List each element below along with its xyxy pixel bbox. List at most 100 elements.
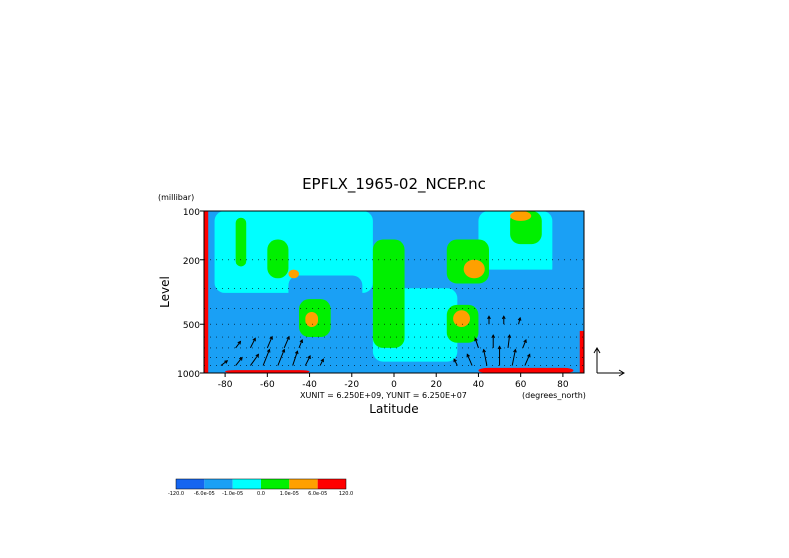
flux-vector-head	[266, 348, 271, 353]
plot-area	[204, 211, 584, 373]
flux-vector-head	[269, 335, 273, 340]
flux-vector-head	[507, 334, 512, 339]
flux-vector	[262, 349, 270, 366]
flux-vector-head	[491, 334, 496, 338]
flux-vector	[235, 341, 241, 349]
flux-vector-head	[281, 348, 286, 353]
flux-vector-head	[224, 360, 229, 364]
flux-vector-head	[523, 338, 527, 343]
flux-vector	[524, 354, 531, 366]
x-tick-label: 60	[515, 380, 527, 390]
flux-vector-head	[453, 358, 457, 363]
x-tick-label: 80	[557, 380, 569, 390]
flux-vector	[522, 339, 527, 349]
y-tick-label: 1000	[177, 370, 200, 380]
colorbar-frame	[175, 478, 347, 490]
flux-vector	[511, 349, 516, 366]
x-tick-label: -80	[218, 380, 233, 390]
colorbar-swatch	[289, 479, 318, 489]
field-region	[288, 269, 299, 279]
y-tick-label: 500	[183, 321, 200, 331]
flux-vector-head	[517, 316, 522, 321]
flux-vector	[518, 317, 521, 325]
flux-vector-head	[294, 350, 299, 355]
colorbar-label: 0.0	[257, 491, 265, 497]
field-region	[478, 269, 580, 373]
vector-reference-key	[593, 347, 625, 377]
y-tick-label: 200	[183, 257, 200, 267]
field-region	[204, 211, 209, 373]
flux-vector	[250, 354, 259, 366]
colorbar-swatch	[232, 479, 261, 489]
flux-vector	[266, 336, 273, 349]
flux-vector	[283, 336, 290, 349]
flux-vector	[474, 338, 479, 349]
flux-vector-head	[466, 353, 470, 358]
flux-vector	[220, 360, 228, 366]
flux-vector-head	[239, 356, 243, 361]
colorbar-swatch	[317, 479, 346, 489]
x-tick-label: 20	[430, 380, 442, 390]
flux-vector	[292, 351, 298, 366]
flux-vector-head	[237, 340, 242, 345]
flux-vector	[483, 349, 488, 366]
x-tick-label: 40	[473, 380, 485, 390]
chart-title: EPFLX_1965-02_NCEP.nc	[302, 175, 486, 194]
flux-vector-head	[286, 335, 290, 340]
colorbar: -120.0 -6.0e-05 -1.0e-05 0.0 1.0e-05 6.0e-05 1…	[168, 478, 353, 497]
colorbar-label: -1.0e-05	[222, 491, 243, 497]
x-tick-label: -60	[260, 380, 275, 390]
flux-vector-head	[307, 355, 311, 360]
flux-vector	[453, 358, 458, 366]
colorbar-swatch	[176, 479, 205, 489]
flux-vector-head	[501, 315, 506, 320]
field-region	[235, 217, 247, 267]
reference-vector-vertical-head	[593, 347, 601, 354]
x-tick-label: -20	[344, 380, 359, 390]
flux-vector	[235, 357, 243, 366]
flux-vector	[466, 354, 473, 366]
flux-vector	[298, 339, 303, 349]
colorbar-label: -6.0e-05	[194, 491, 215, 497]
flux-vector-head	[255, 353, 260, 358]
flux-vector-head	[320, 358, 324, 363]
field-region	[478, 367, 574, 373]
x-tick-label: -40	[302, 380, 317, 390]
flux-vector-head	[482, 348, 486, 353]
flux-vector	[319, 358, 324, 366]
flux-vector	[249, 338, 256, 349]
field-region	[372, 239, 405, 348]
x-axis-label: Latitude	[369, 402, 418, 416]
colorbar-swatch	[204, 479, 233, 489]
y-axis-label: Level	[158, 276, 172, 308]
flux-vector	[277, 349, 285, 366]
flux-vector-head	[474, 337, 478, 342]
flux-vector	[507, 335, 511, 348]
colorbar-label: 1.0e-05	[280, 491, 299, 497]
field-region	[579, 330, 584, 373]
vector-scale-label: XUNIT = 6.250E+09, YUNIT = 6.250E+07	[300, 391, 467, 400]
field-region	[453, 310, 470, 327]
colorbar-label: 120.0	[339, 491, 353, 497]
field-region	[463, 259, 485, 279]
colorbar-label: -120.0	[168, 491, 184, 497]
field-region	[214, 211, 373, 293]
flux-vector-head	[299, 338, 304, 343]
colorbar-swatch	[261, 479, 290, 489]
reference-vector-horizontal-head	[618, 369, 625, 377]
colorbar-label: 6.0e-05	[308, 491, 327, 497]
field-region	[510, 211, 532, 221]
flux-vector	[304, 355, 311, 366]
field-region	[267, 239, 289, 279]
flux-vector-head	[252, 337, 256, 342]
field-region	[305, 311, 318, 327]
flux-vector-head	[527, 353, 531, 358]
x-tick-label: 0	[391, 380, 397, 390]
flux-vector-head	[513, 348, 517, 353]
flux-vector-head	[497, 345, 502, 350]
field-region	[225, 370, 310, 373]
y-axis-unit: (millibar)	[158, 193, 194, 202]
flux-vector-head	[487, 315, 491, 320]
y-tick-label: 100	[183, 208, 200, 218]
